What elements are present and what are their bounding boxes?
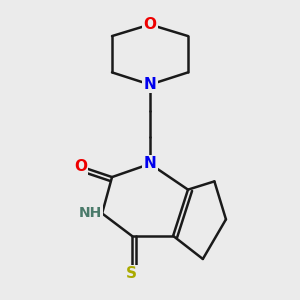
Text: O: O (143, 17, 157, 32)
Text: NH: NH (79, 206, 102, 220)
Text: N: N (144, 156, 156, 171)
Text: O: O (74, 159, 87, 174)
Text: S: S (126, 266, 137, 281)
Text: N: N (144, 77, 156, 92)
